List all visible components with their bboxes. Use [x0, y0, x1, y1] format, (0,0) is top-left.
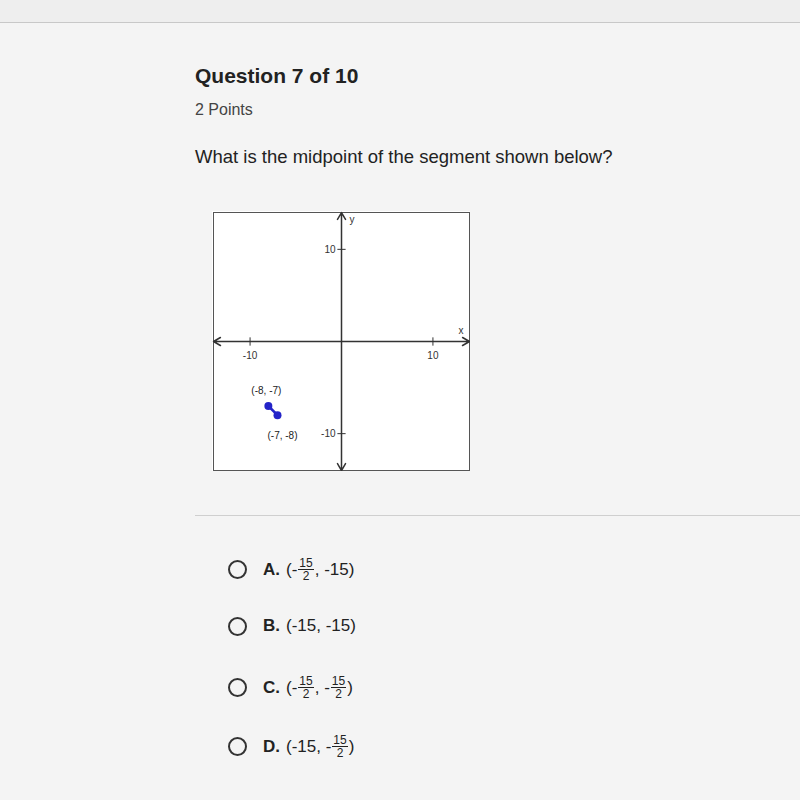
html-text:2 , -15: 2 , -15	[302, 674, 346, 701]
html-text:D. (-15, -15: D. (-15, -15	[263, 733, 347, 756]
html-text:2 ): 2 )	[335, 677, 353, 701]
svg-text:(-8, -7): (-8, -7)	[251, 385, 281, 396]
svg-text:y: y	[350, 214, 355, 225]
svg-text:10: 10	[427, 350, 439, 361]
html-text:C. (-15: C. (-15	[263, 674, 313, 697]
html-text:2 ): 2 )	[336, 736, 355, 760]
svg-text:10: 10	[324, 244, 336, 255]
svg-text:-10: -10	[321, 428, 336, 439]
html-text:2 Points: 2 Points	[195, 101, 253, 118]
svg-text:x: x	[459, 325, 464, 336]
html-text:A. (-15: A. (-15	[263, 556, 313, 579]
html-text:B. (-15, -15): B. (-15, -15)	[263, 616, 356, 635]
html-text:What is the midpoint of the se: What is the midpoint of the segment show…	[195, 146, 613, 167]
html-text:2 , -15): 2 , -15)	[302, 559, 355, 583]
svg-text:-10: -10	[243, 350, 258, 361]
svg-text:(-7, -8): (-7, -8)	[268, 430, 298, 441]
html-text:Question 7 of 10: Question 7 of 10	[195, 64, 359, 87]
